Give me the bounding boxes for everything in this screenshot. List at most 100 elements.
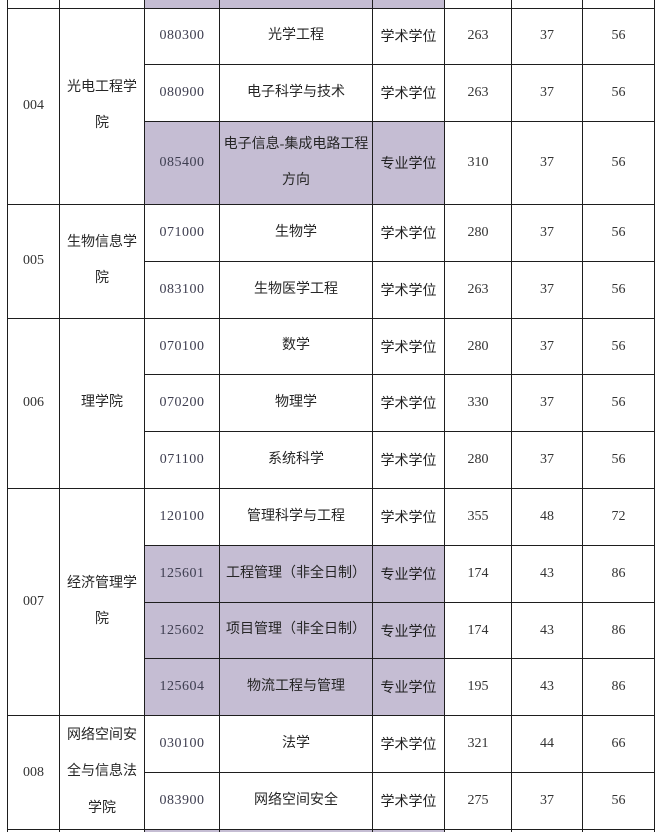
degree-type-cell: 学术学位 <box>372 431 445 490</box>
major-code-cell: 120100 <box>144 488 220 546</box>
total-score-cell: 174 <box>444 544 512 603</box>
double-subject-score-cell: 56 <box>582 431 655 490</box>
dept-no-cell <box>7 0 60 9</box>
major-name-cell: 光学工程 <box>219 7 373 66</box>
single-subject-score-cell: 44 <box>511 715 583 774</box>
college-cell: 理学院 <box>59 317 145 490</box>
dept-no-cell: 007 <box>7 488 60 717</box>
single-subject-score-cell: 37 <box>511 431 583 490</box>
major-code-cell <box>144 0 220 9</box>
score-row: 071100 系统科学 学术学位 280 37 56 <box>8 431 655 490</box>
college-cell: 经济管理学 院 <box>59 488 145 717</box>
major-code-cell: 125604 <box>144 658 220 717</box>
major-name-cell: 工程管理（非全日制） <box>219 544 373 603</box>
score-row: 083900 网络空间安全 学术学位 275 37 56 <box>8 772 655 830</box>
double-subject-score-cell: 86 <box>582 601 655 660</box>
admission-score-table: 004 光电工程学 院 080300 光学工程 学术学位 263 37 56 080900 电子科… <box>7 0 655 832</box>
degree-type-cell: 专业学位 <box>372 544 445 603</box>
total-score-cell: 280 <box>444 431 512 490</box>
single-subject-score-cell: 43 <box>511 544 583 603</box>
score-row: 004 光电工程学 院 080300 光学工程 学术学位 263 37 56 <box>7 7 655 206</box>
total-score-cell: 330 <box>444 374 512 433</box>
major-name-cell: 项目管理（非全日制） <box>219 601 373 660</box>
degree-type-cell: 学术学位 <box>372 772 445 830</box>
major-name-cell: 电子信息-集成电路工程 方向 <box>219 121 373 206</box>
dept-no-cell: 006 <box>7 317 60 490</box>
single-subject-score-cell: 48 <box>511 488 583 546</box>
degree-type-cell: 学术学位 <box>372 374 445 433</box>
partial-row-bottom <box>7 828 655 832</box>
single-subject-score-cell: 37 <box>511 772 583 830</box>
major-name-cell: 物流工程与管理 <box>219 658 373 717</box>
degree-type-cell: 学术学位 <box>372 715 445 774</box>
major-code-cell: 125601 <box>144 544 220 603</box>
major-name-cell: 物理学 <box>219 374 373 433</box>
double-subject-score-cell <box>582 828 655 832</box>
double-subject-score-cell: 56 <box>582 121 655 206</box>
major-name-cell: 管理科学与工程 <box>219 488 373 546</box>
double-subject-score-cell: 72 <box>582 488 655 546</box>
single-subject-score-cell: 37 <box>511 204 583 262</box>
single-subject-score-cell: 37 <box>511 374 583 433</box>
major-code-cell: 085400 <box>144 121 220 206</box>
major-name-cell: 法学 <box>219 715 373 774</box>
degree-type-cell: 学术学位 <box>372 260 445 319</box>
total-score-cell: 280 <box>444 317 512 376</box>
double-subject-score-cell: 86 <box>582 658 655 717</box>
total-score-cell: 280 <box>444 204 512 262</box>
major-code-cell: 083900 <box>144 772 220 830</box>
total-score-cell <box>444 0 512 9</box>
double-subject-score-cell: 86 <box>582 544 655 603</box>
total-score-cell: 263 <box>444 7 512 66</box>
double-subject-score-cell: 56 <box>582 7 655 66</box>
score-row: 005 生物信息学 院 071000 生物学 学术学位 280 37 56 <box>7 204 655 319</box>
total-score-cell: 263 <box>444 64 512 123</box>
major-code-cell: 070200 <box>144 374 220 433</box>
major-code-cell: 071100 <box>144 431 220 490</box>
degree-type-cell: 学术学位 <box>372 204 445 262</box>
degree-type-cell: 专业学位 <box>372 658 445 717</box>
score-row: 008 网络空间安 全与信息法 学院 030100 法学 学术学位 321 44 66 <box>7 715 655 830</box>
degree-type-cell: 专业学位 <box>372 601 445 660</box>
double-subject-score-cell: 66 <box>582 715 655 774</box>
single-subject-score-cell: 43 <box>511 601 583 660</box>
score-row: 125604 物流工程与管理 专业学位 195 43 86 <box>8 658 655 717</box>
major-code-cell: 030100 <box>144 715 220 774</box>
major-code-cell: 080900 <box>144 64 220 123</box>
score-row: 085400 电子信息-集成电路工程 方向 专业学位 310 37 56 <box>8 121 655 206</box>
major-code-cell: 125602 <box>144 601 220 660</box>
degree-type-cell <box>372 0 445 9</box>
total-score-cell: 275 <box>444 772 512 830</box>
double-subject-score-cell: 56 <box>582 64 655 123</box>
major-name-cell: 电子科学与技术 <box>219 64 373 123</box>
single-subject-score-cell: 37 <box>511 317 583 376</box>
total-score-cell: 263 <box>444 260 512 319</box>
major-name-cell: 网络空间安全 <box>219 772 373 830</box>
single-subject-score-cell: 37 <box>511 121 583 206</box>
partial-row-top <box>7 0 655 9</box>
double-subject-score-cell <box>582 0 655 9</box>
table-body: 004 光电工程学 院 080300 光学工程 学术学位 263 37 56 080900 电子科… <box>7 0 655 832</box>
double-subject-score-cell: 56 <box>582 260 655 319</box>
degree-type-cell: 学术学位 <box>372 317 445 376</box>
dept-no-cell: 004 <box>7 7 60 206</box>
total-score-cell: 355 <box>444 488 512 546</box>
dept-no-cell: 008 <box>7 715 60 830</box>
double-subject-score-cell: 56 <box>582 772 655 830</box>
major-code-cell: 070100 <box>144 317 220 376</box>
total-score-cell: 321 <box>444 715 512 774</box>
total-score-cell: 310 <box>444 121 512 206</box>
score-row: 125602 项目管理（非全日制） 专业学位 174 43 86 <box>8 601 655 660</box>
major-code-cell: 071000 <box>144 204 220 262</box>
total-score-cell: 174 <box>444 601 512 660</box>
major-name-cell: 系统科学 <box>219 431 373 490</box>
major-name-cell: 生物学 <box>219 204 373 262</box>
score-row: 006 理学院 070100 数学 学术学位 280 37 56 <box>7 317 655 490</box>
college-cell: 网络空间安 全与信息法 学院 <box>59 715 145 830</box>
double-subject-score-cell: 56 <box>582 317 655 376</box>
single-subject-score-cell: 37 <box>511 64 583 123</box>
major-code-cell: 083100 <box>144 260 220 319</box>
college-cell: 生物信息学 院 <box>59 204 145 319</box>
degree-type-cell: 学术学位 <box>372 7 445 66</box>
single-subject-score-cell: 43 <box>511 658 583 717</box>
